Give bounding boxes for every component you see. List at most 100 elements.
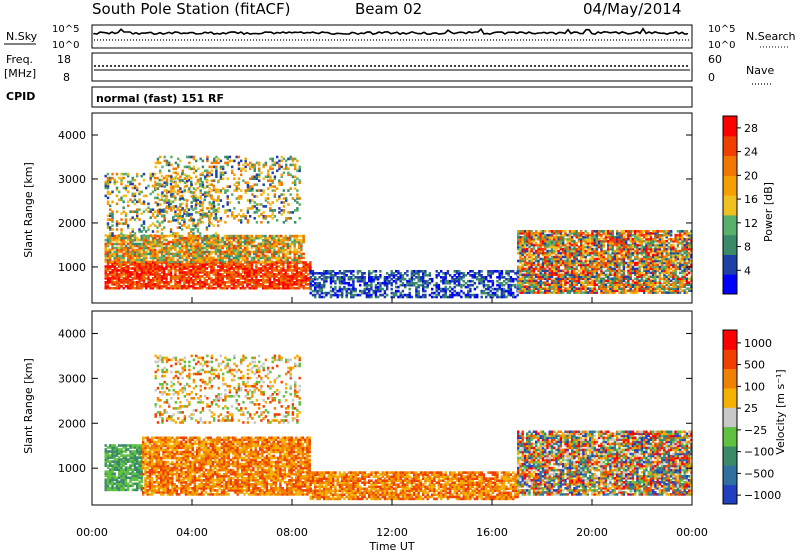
power-data-cell	[200, 221, 202, 224]
power-data-cell	[292, 164, 294, 167]
power-data-cell	[269, 207, 271, 210]
power-data-cell	[220, 217, 222, 220]
power-data-cell	[157, 203, 159, 206]
power-data-cell	[562, 274, 564, 277]
power-data-cell	[141, 283, 143, 286]
power-data-cell	[129, 210, 131, 213]
noise-sky-trace	[94, 29, 688, 35]
power-data-cell	[129, 218, 131, 221]
power-data-cell	[224, 156, 226, 159]
power-data-cell	[531, 248, 533, 251]
power-data-cell	[249, 261, 251, 264]
power-data-cell	[224, 209, 226, 212]
power-data-cell	[233, 207, 235, 210]
power-data-cell	[510, 276, 512, 279]
power-data-cell	[496, 270, 498, 273]
power-data-cell	[165, 257, 167, 260]
power-data-cell	[528, 250, 530, 253]
power-data-cell	[296, 177, 298, 180]
power-data-cell	[404, 272, 406, 275]
power-data-cell	[231, 235, 233, 238]
power-data-cell	[177, 281, 179, 284]
power-data-cell	[346, 282, 348, 285]
power-data-cell	[361, 272, 363, 275]
power-data-cell	[260, 279, 262, 282]
power-data-cell	[233, 189, 235, 192]
power-data-cell	[200, 177, 202, 180]
power-data-cell	[440, 270, 442, 273]
power-data-cell	[215, 160, 217, 163]
power-data-cell	[285, 243, 287, 246]
power-data-cell	[107, 218, 109, 221]
power-data-cell	[292, 197, 294, 200]
power-data-cell	[150, 263, 152, 266]
power-data-cell	[562, 289, 564, 292]
power-data-cell	[291, 269, 293, 272]
power-data-cell	[429, 272, 431, 275]
power-data-cell	[136, 187, 138, 190]
power-data-cell	[134, 185, 136, 188]
power-data-cell	[533, 268, 535, 271]
power-data-cell	[179, 203, 181, 206]
power-data-cell	[129, 263, 131, 266]
power-data-cell	[264, 255, 266, 258]
power-data-cell	[249, 185, 251, 188]
power-data-cell	[476, 286, 478, 289]
power-data-cell	[287, 158, 289, 161]
power-data-cell	[116, 228, 118, 231]
power-data-cell	[247, 181, 249, 184]
power-data-cell	[165, 239, 167, 242]
power-data-cell	[285, 160, 287, 163]
power-data-cell	[285, 197, 287, 200]
power-data-cell	[109, 232, 111, 235]
power-data-cell	[598, 230, 600, 233]
power-data-cell	[161, 285, 163, 288]
power-data-cell	[330, 286, 332, 289]
power-data-cell	[287, 211, 289, 214]
power-data-cell	[454, 286, 456, 289]
power-data-cell	[420, 276, 422, 279]
power-data-cell	[332, 274, 334, 277]
power-data-cell	[213, 205, 215, 208]
power-data-cell	[240, 209, 242, 212]
power-data-cell	[501, 270, 503, 273]
power-data-cell	[254, 217, 256, 220]
power-data-cell	[240, 189, 242, 192]
power-data-cell	[136, 201, 138, 204]
power-data-cell	[276, 199, 278, 202]
power-data-cell	[263, 183, 265, 186]
power-data-cell	[199, 275, 201, 278]
power-data-cell	[238, 213, 240, 216]
power-data-cell	[215, 217, 217, 220]
power-data-cell	[263, 189, 265, 192]
power-data-cell	[458, 292, 460, 295]
power-data-cell	[132, 210, 134, 213]
power-data-cell	[200, 209, 202, 212]
power-data-cell	[240, 261, 242, 264]
power-data-cell	[179, 217, 181, 220]
power-data-cell	[197, 168, 199, 171]
power-data-cell	[418, 270, 420, 273]
power-data-cell	[397, 276, 399, 279]
power-data-cell	[263, 205, 265, 208]
power-data-cell	[123, 267, 125, 270]
power-data-cell	[114, 261, 116, 264]
power-data-cell	[492, 292, 494, 295]
power-data-cell	[157, 183, 159, 186]
nave-tick-high: 60	[708, 53, 722, 66]
power-data-cell	[120, 255, 122, 258]
power-data-cell	[129, 199, 131, 202]
power-data-cell	[179, 235, 181, 238]
power-data-cell	[256, 221, 258, 224]
power-data-cell	[208, 271, 210, 274]
power-data-cell	[200, 174, 202, 177]
power-data-cell	[226, 285, 228, 288]
power-data-cell	[609, 254, 611, 257]
power-data-cell	[397, 290, 399, 293]
power-data-cell	[267, 179, 269, 182]
power-data-cell	[526, 230, 528, 233]
power-data-cell	[469, 274, 471, 277]
power-data-cell	[211, 205, 213, 208]
power-data-cell	[156, 235, 158, 238]
